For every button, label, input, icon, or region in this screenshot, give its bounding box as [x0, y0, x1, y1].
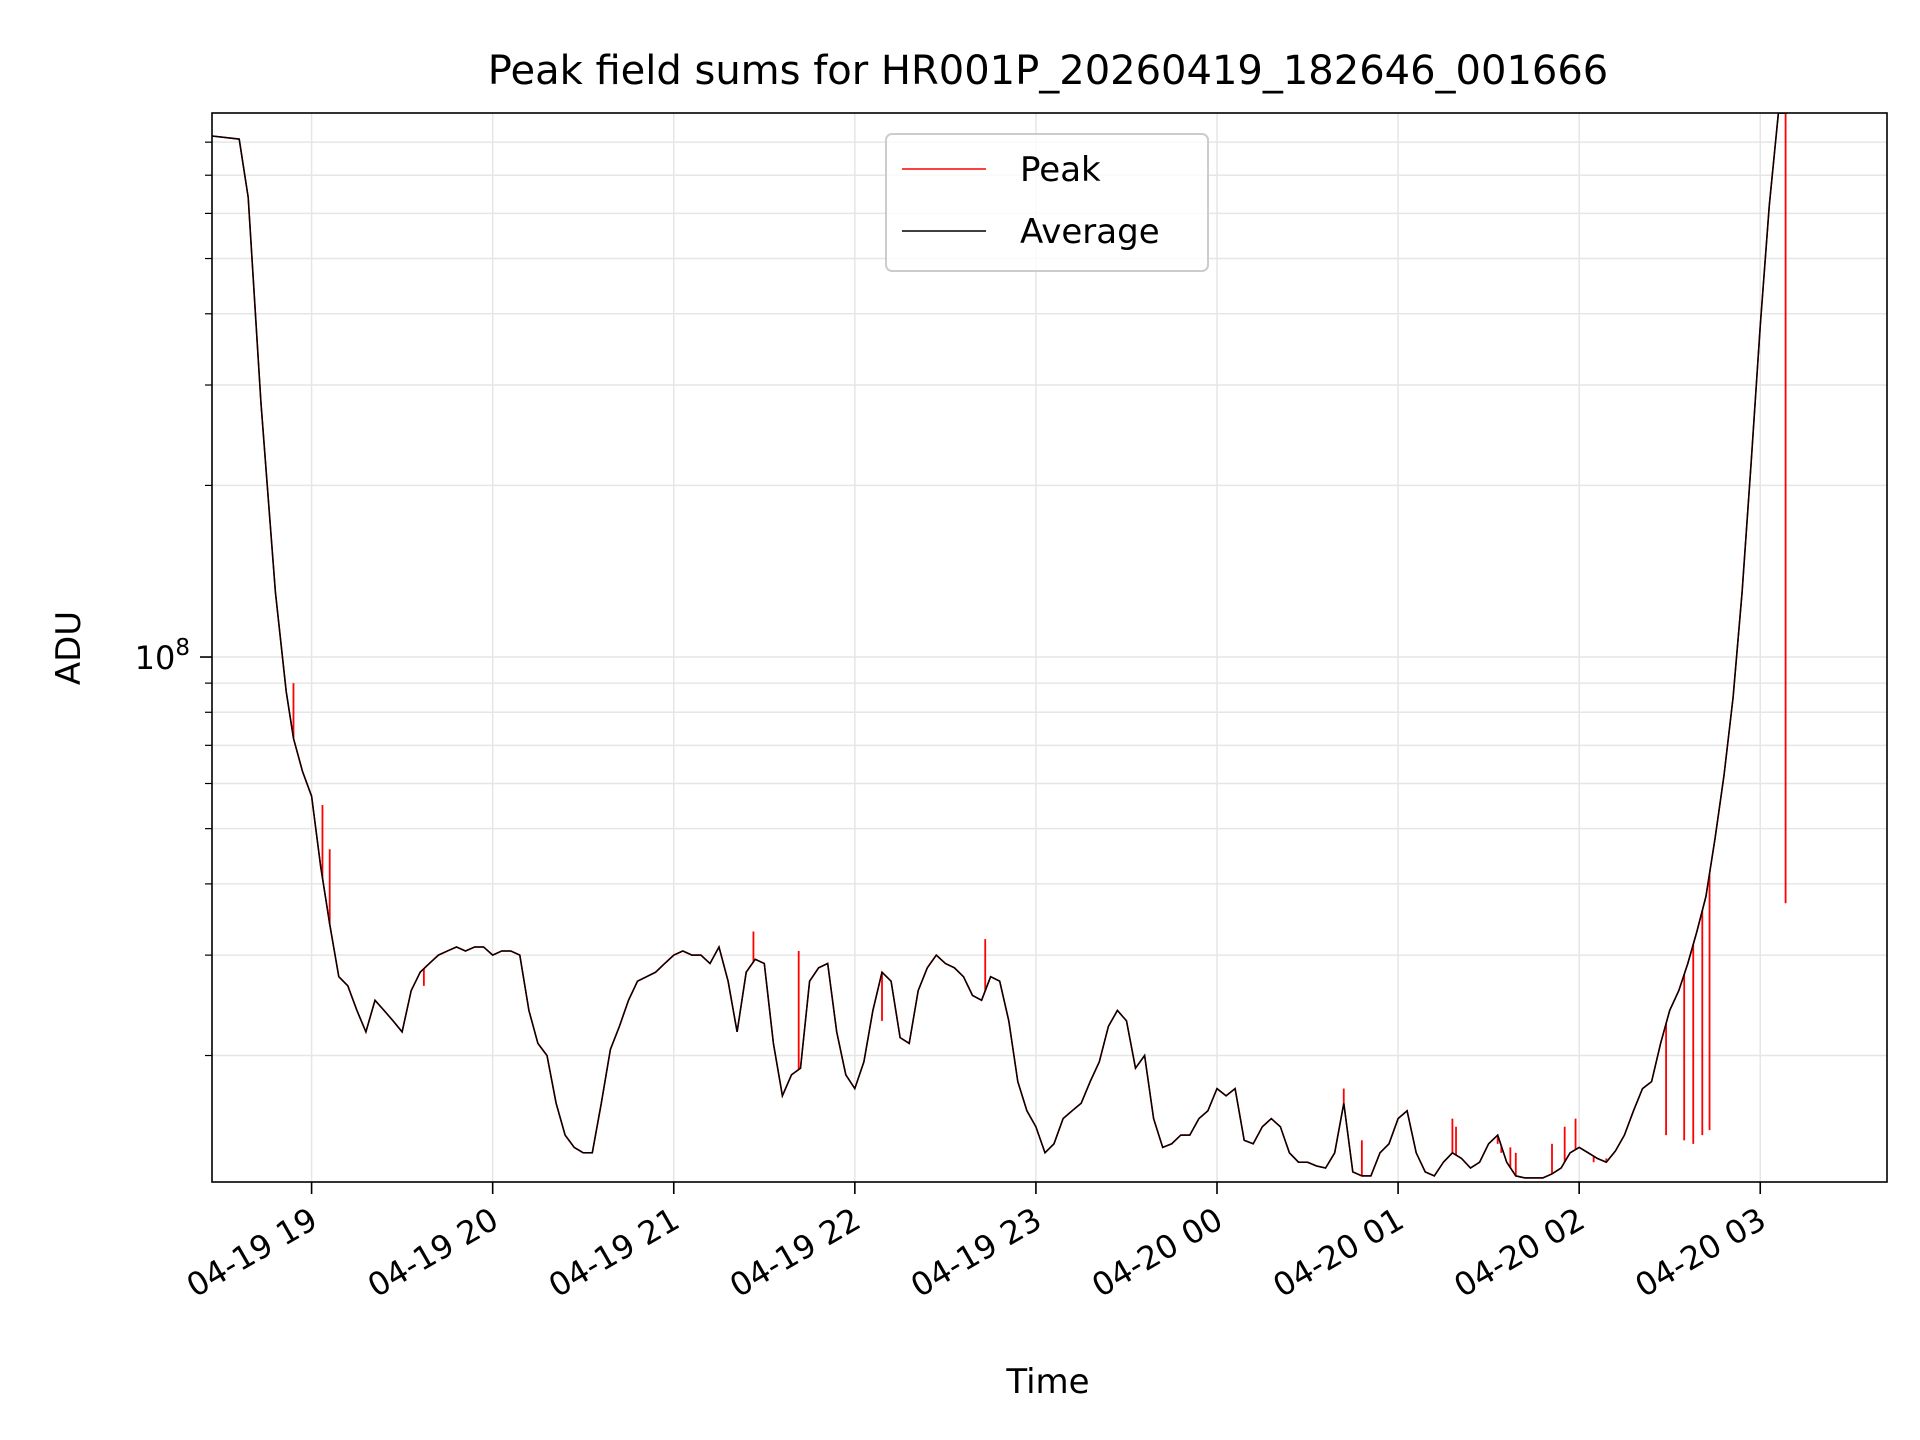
- chart-title: Peak field sums for HR001P_20260419_1826…: [488, 48, 1608, 94]
- legend-peak-label: Peak: [1020, 150, 1101, 190]
- average-series: [212, 113, 1788, 1179]
- legend: Peak Average: [885, 133, 1209, 272]
- y-axis-label: ADU: [49, 611, 89, 685]
- y-tick-label: 108: [135, 635, 190, 677]
- legend-average-label: Average: [1020, 212, 1160, 252]
- y-axis-ticks: 108: [135, 141, 212, 1057]
- average-series-line: [212, 113, 1788, 1179]
- x-axis-label: Time: [1005, 1362, 1089, 1402]
- plot-frame: [211, 112, 1888, 1183]
- series-layer: [212, 113, 1788, 1179]
